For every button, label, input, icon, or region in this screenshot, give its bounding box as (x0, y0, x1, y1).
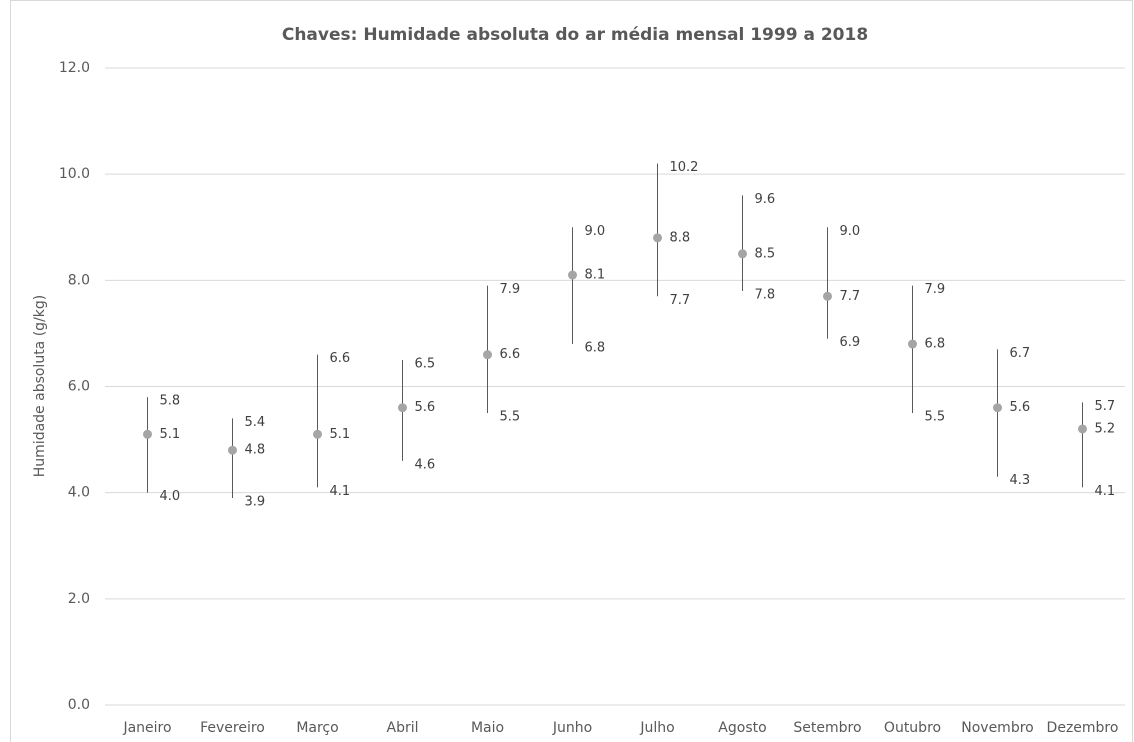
mean-label: 7.7 (840, 289, 861, 304)
mean-label: 5.2 (1095, 421, 1116, 436)
mean-dot (143, 429, 152, 439)
low-label: 4.6 (415, 457, 436, 472)
low-label: 5.5 (500, 410, 521, 425)
low-label: 4.0 (160, 489, 181, 504)
low-label: 6.8 (585, 341, 606, 356)
high-label: 9.0 (585, 224, 606, 239)
chart-border (10, 0, 1133, 742)
x-tick-label: Junho (552, 720, 592, 736)
x-tick-label: Outubro (884, 720, 941, 736)
y-tick-label: 6.0 (68, 379, 90, 395)
mean-dot (398, 403, 407, 413)
chart-title: Chaves: Humidade absoluta do ar média me… (282, 25, 868, 45)
y-tick-label: 10.0 (59, 166, 90, 182)
low-label: 4.1 (330, 484, 351, 499)
mean-label: 8.1 (585, 268, 606, 283)
y-tick-label: 2.0 (68, 591, 90, 607)
mean-label: 4.8 (245, 443, 266, 458)
low-label: 7.8 (755, 287, 776, 302)
mean-label: 6.6 (500, 347, 521, 362)
y-tick-label: 0.0 (68, 697, 90, 713)
x-tick-label: Agosto (718, 720, 766, 736)
mean-dot (653, 233, 662, 243)
mean-dot (568, 270, 577, 280)
low-label: 3.9 (245, 494, 266, 509)
x-tick-label: Setembro (793, 720, 861, 736)
high-label: 5.8 (160, 394, 181, 409)
y-tick-label: 12.0 (59, 60, 90, 76)
mean-label: 8.8 (670, 230, 691, 245)
high-label: 6.6 (330, 351, 351, 366)
mean-label: 5.6 (415, 400, 436, 415)
mean-dot (1078, 424, 1087, 434)
x-tick-label: Março (296, 720, 338, 736)
mean-dot (313, 429, 322, 439)
mean-label: 5.1 (330, 427, 351, 442)
low-label: 4.1 (1095, 484, 1116, 499)
mean-dot (993, 403, 1002, 413)
x-tick-label: Dezembro (1047, 720, 1119, 736)
mean-dot (908, 339, 917, 349)
low-label: 4.3 (1010, 473, 1031, 488)
low-label: 5.5 (925, 410, 946, 425)
mean-label: 8.5 (755, 246, 776, 261)
x-tick-label: Janeiro (122, 720, 171, 736)
low-label: 6.9 (840, 335, 861, 350)
mean-label: 5.6 (1010, 400, 1031, 415)
x-tick-label: Fevereiro (200, 720, 265, 736)
low-label: 7.7 (670, 293, 691, 308)
high-label: 5.4 (245, 415, 266, 430)
high-label: 9.6 (755, 192, 776, 207)
y-tick-label: 4.0 (68, 485, 90, 501)
high-label: 10.2 (670, 160, 699, 175)
x-tick-label: Maio (471, 720, 504, 736)
mean-dot (483, 350, 492, 360)
high-label: 6.5 (415, 356, 436, 371)
y-axis-title: Humidade absoluta (g/kg) (32, 295, 48, 477)
mean-dot (738, 249, 747, 259)
high-label: 7.9 (500, 282, 521, 297)
mean-dot (228, 445, 237, 455)
high-label: 9.0 (840, 224, 861, 239)
x-tick-label: Novembro (961, 720, 1033, 736)
mean-label: 6.8 (925, 337, 946, 352)
high-label: 6.7 (1010, 346, 1031, 361)
mean-label: 5.1 (160, 427, 181, 442)
mean-dot (823, 291, 832, 301)
x-tick-label: Abril (387, 720, 419, 736)
high-label: 5.7 (1095, 399, 1116, 414)
y-tick-label: 8.0 (68, 272, 90, 288)
x-tick-label: Julho (639, 720, 674, 736)
high-label: 7.9 (925, 282, 946, 297)
